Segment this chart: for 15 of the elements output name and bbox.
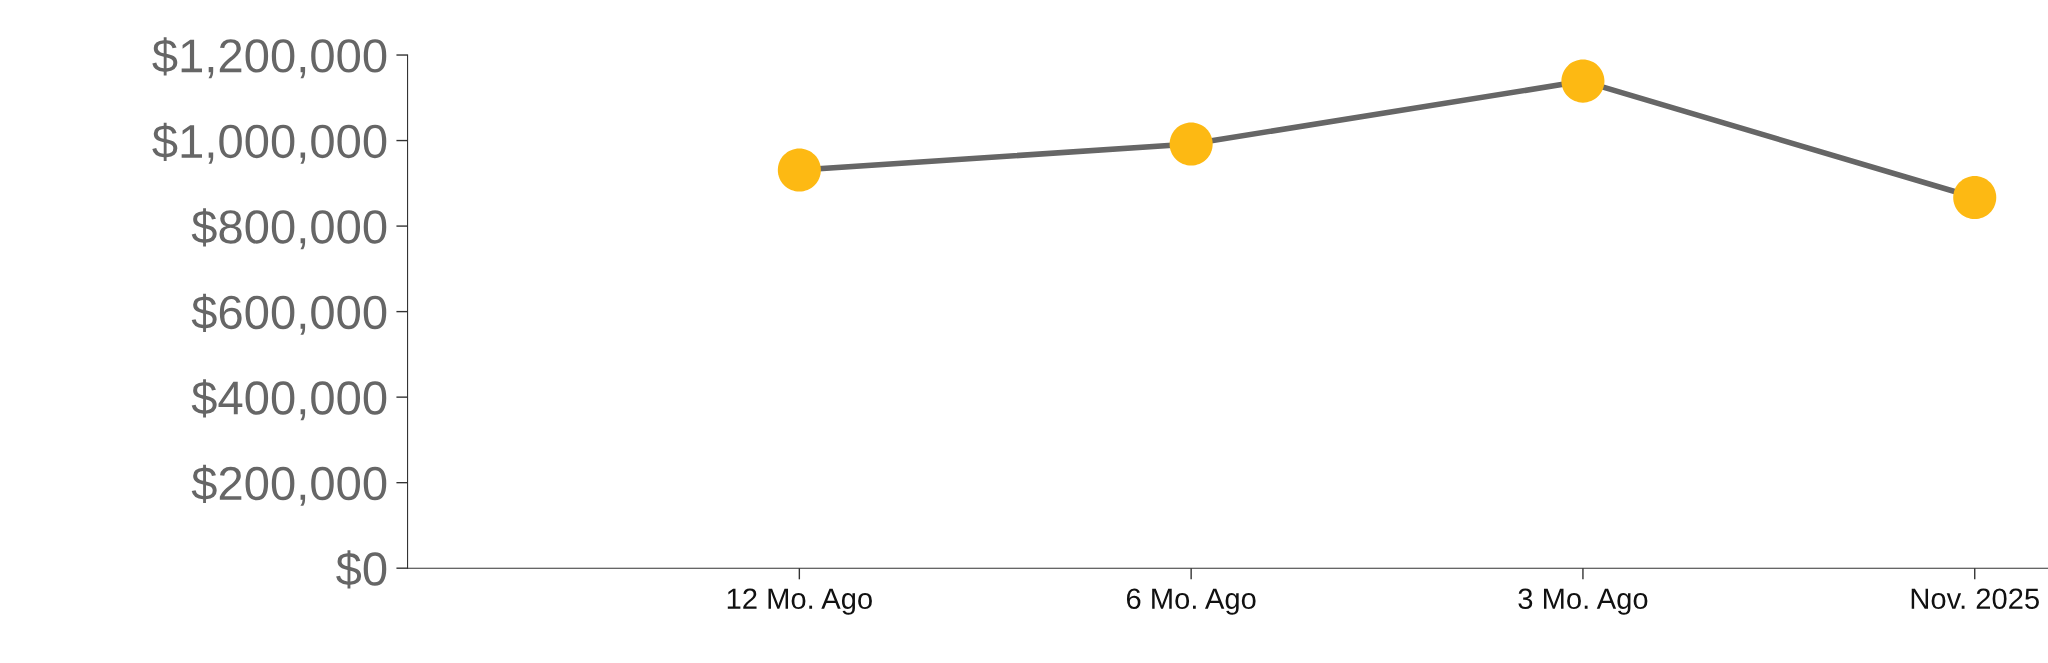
x-tick-label: Nov. 2025 bbox=[1911, 588, 2039, 610]
x-tick-label: 12 Mo. Ago bbox=[727, 588, 872, 615]
point bbox=[1169, 122, 1213, 166]
y-tick-label: $1,200,000 bbox=[152, 37, 387, 79]
point bbox=[1561, 59, 1605, 103]
y-tick-label: $400,000 bbox=[191, 379, 387, 421]
y-tick-label: $0 bbox=[336, 550, 387, 589]
x-tick-label: 6 Mo. Ago bbox=[1126, 588, 1256, 615]
y-tick-label: $600,000 bbox=[191, 293, 387, 335]
y-tick-label: $800,000 bbox=[191, 208, 387, 250]
x-tick-label: 3 Mo. Ago bbox=[1518, 588, 1648, 615]
point bbox=[1953, 175, 1997, 219]
point bbox=[777, 148, 821, 192]
y-tick-label: $200,000 bbox=[191, 464, 387, 506]
y-tick-label: $1,000,000 bbox=[152, 122, 387, 164]
